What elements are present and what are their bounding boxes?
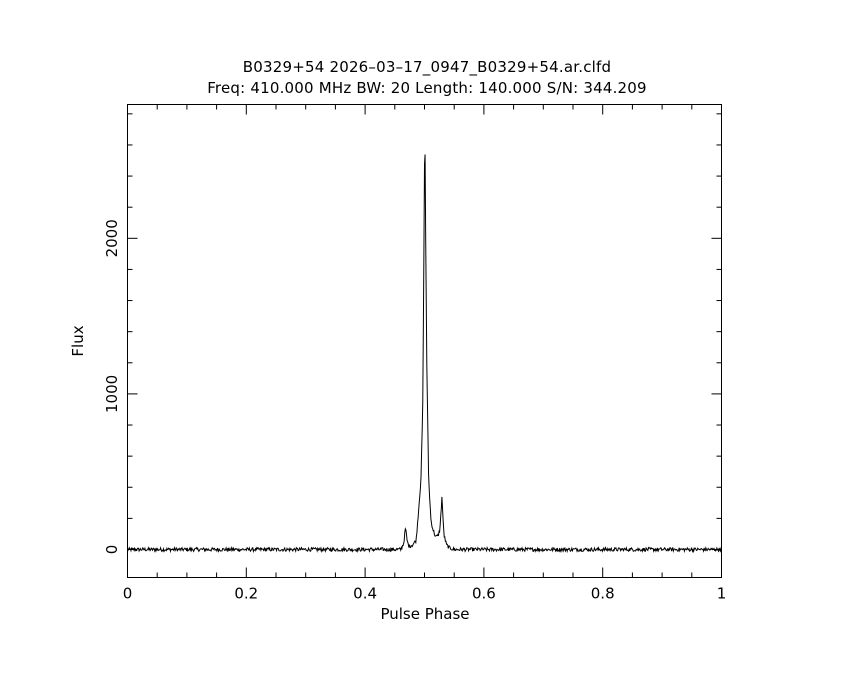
x-tick-label: 0.6 <box>472 585 496 603</box>
x-tick-label: 0 <box>123 585 133 603</box>
x-axis-label: Pulse Phase <box>380 605 470 623</box>
series-line <box>127 154 722 554</box>
axis-tick-labels: 0 0.2 0.4 0.6 0.8 1 0 1000 2000 <box>103 219 726 602</box>
x-tick-label: 0.8 <box>591 585 615 603</box>
plot-frame <box>127 104 722 578</box>
y-axis-label: Flux <box>69 325 87 357</box>
x-tick-label: 1 <box>717 585 727 603</box>
chart-title: B0329+54 2026–03–17_0947_B0329+54.ar.clf… <box>242 58 612 76</box>
y-tick-label: 1000 <box>103 375 121 413</box>
chart-subtitle: Freq: 410.000 MHz BW: 20 Length: 140.000… <box>207 79 647 97</box>
x-tick-label: 0.4 <box>353 585 377 603</box>
x-tick-label: 0.2 <box>234 585 258 603</box>
y-tick-label: 2000 <box>103 219 121 257</box>
y-tick-label: 0 <box>103 545 121 555</box>
